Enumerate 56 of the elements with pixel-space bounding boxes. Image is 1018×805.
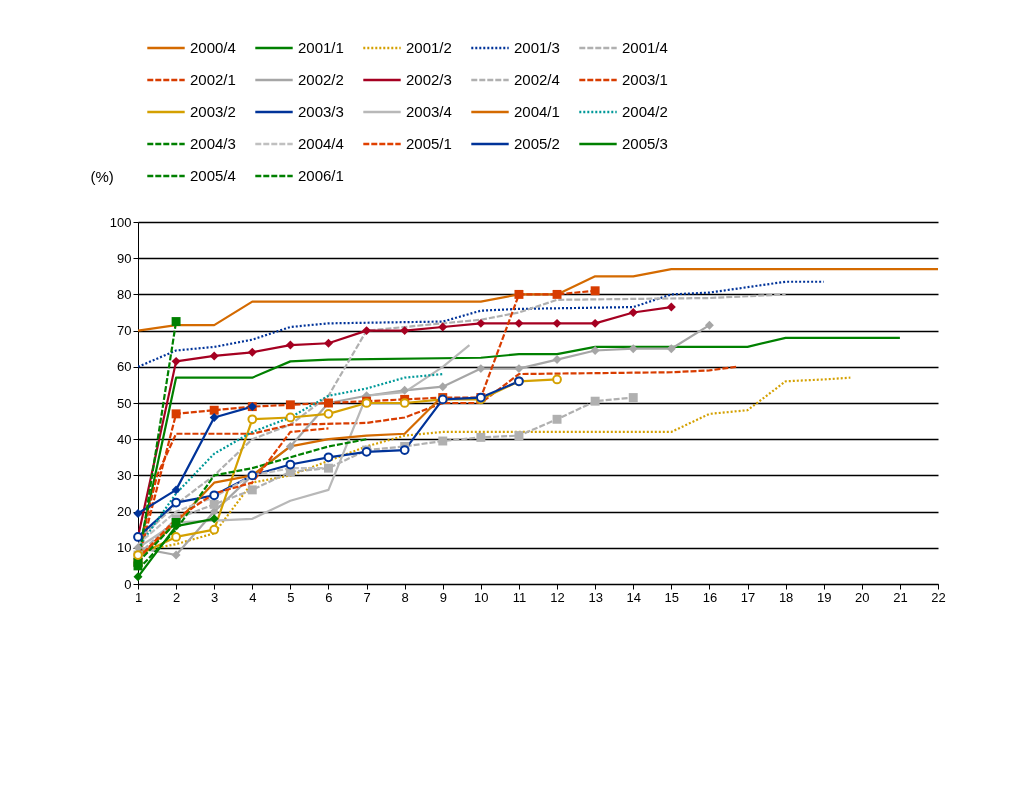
x-tick-label: 18 xyxy=(778,589,794,605)
x-tick-label: 10 xyxy=(474,589,489,605)
x-tick-label: 22 xyxy=(931,589,946,605)
x-tick-label: 14 xyxy=(626,589,641,605)
x-tick-label: 4 xyxy=(249,589,257,605)
y-tick-label: 70 xyxy=(117,323,132,339)
legend-label: 2003/3 xyxy=(298,103,344,120)
legend-label: 2000/4 xyxy=(190,39,236,56)
x-tick-label: 13 xyxy=(588,589,603,605)
x-tick-label: 6 xyxy=(325,589,333,605)
y-tick-label: 10 xyxy=(117,540,132,556)
x-tick-label: 17 xyxy=(740,589,756,605)
legend-label: 2005/2 xyxy=(514,135,560,152)
x-tick-label: 12 xyxy=(550,589,565,605)
x-tick-label: 21 xyxy=(893,589,908,605)
y-tick-label: 100 xyxy=(109,214,132,230)
legend-label: 2003/1 xyxy=(622,71,668,88)
x-tick-label: 2 xyxy=(172,589,181,605)
x-tick-label: 16 xyxy=(702,589,718,605)
legend-label: 2002/3 xyxy=(406,71,452,88)
y-tick-label: 40 xyxy=(117,431,132,447)
x-tick-label: 9 xyxy=(439,589,447,605)
legend-label: 2002/2 xyxy=(298,71,344,88)
x-tick-label: 19 xyxy=(816,589,832,605)
legend-label: 2001/4 xyxy=(622,39,668,56)
x-tick-label: 20 xyxy=(855,589,870,605)
legend-label: 2003/2 xyxy=(190,103,236,120)
legend-label: 2002/1 xyxy=(190,71,236,88)
y-axis-title: (%) xyxy=(90,167,114,185)
x-tick-label: 15 xyxy=(664,589,680,605)
x-tick-label: 11 xyxy=(512,589,527,605)
legend-label: 2005/3 xyxy=(622,135,668,152)
x-tick-label: 5 xyxy=(287,589,295,605)
legend-label: 2003/4 xyxy=(406,103,452,120)
y-tick-label: 80 xyxy=(117,286,132,302)
y-tick-label: 60 xyxy=(117,359,132,375)
y-tick-label: 0 xyxy=(124,576,132,592)
legend-label: 2006/1 xyxy=(298,167,344,184)
legend-label: 2001/3 xyxy=(514,39,560,56)
y-tick-label: 50 xyxy=(117,395,132,411)
legend-label: 2005/1 xyxy=(406,135,452,152)
legend-label: 2004/3 xyxy=(190,135,236,152)
legend-label: 2005/4 xyxy=(190,167,236,184)
y-tick-label: 20 xyxy=(117,504,132,520)
legend-label: 2004/2 xyxy=(622,103,668,120)
x-tick-label: 7 xyxy=(363,589,371,605)
y-tick-label: 90 xyxy=(117,250,132,266)
legend-label: 2001/2 xyxy=(406,39,452,56)
legend-label: 2004/1 xyxy=(514,103,560,120)
x-tick-label: 1 xyxy=(134,589,143,605)
x-tick-label: 8 xyxy=(401,589,409,605)
legend-label: 2001/1 xyxy=(298,39,344,56)
legend-label: 2004/4 xyxy=(298,135,344,152)
x-tick-label: 3 xyxy=(211,589,219,605)
y-tick-label: 30 xyxy=(117,467,132,483)
legend-label: 2002/4 xyxy=(514,71,560,88)
